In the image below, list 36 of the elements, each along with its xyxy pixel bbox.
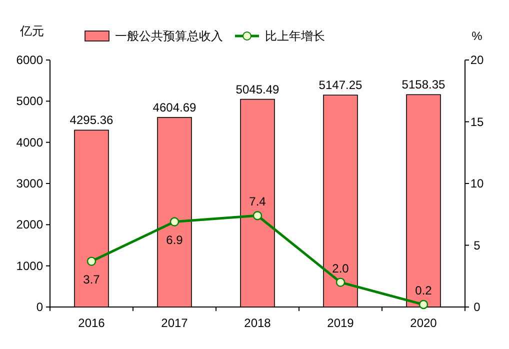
data-label: 5158.35 <box>402 78 446 92</box>
y-tick-label: 3000 <box>16 176 44 190</box>
legend-label: 比上年增长 <box>265 29 325 43</box>
y-tick-label: 0 <box>36 300 44 314</box>
point <box>418 300 428 310</box>
point <box>336 278 346 287</box>
y2-axis-title: % <box>472 29 483 43</box>
y-tick-label: 6000 <box>16 53 44 67</box>
data-label: 3.7 <box>83 272 100 286</box>
y2-tick-label: 10 <box>470 176 484 190</box>
y-tick-label: 4000 <box>16 135 44 150</box>
y2-tick-label: 20 <box>470 53 484 67</box>
data-label: 5147.25 <box>318 78 363 92</box>
x-tick-label: 2017 <box>161 316 188 330</box>
y-tick-label: 5000 <box>16 94 44 108</box>
data-label: 4604.69 <box>152 100 197 114</box>
data-label: 5045.49 <box>236 82 280 96</box>
y2-tick-label: 5 <box>474 238 481 252</box>
x-tick-label: 2016 <box>78 316 106 330</box>
data-label: 6.9 <box>166 232 184 247</box>
data-label: 0.2 <box>415 284 432 298</box>
y-tick-label: 1000 <box>16 258 44 273</box>
data-label: 2.0 <box>332 261 350 276</box>
point <box>170 217 180 226</box>
data-label: 4295.36 <box>70 113 114 128</box>
x-tick-label: 2020 <box>410 316 438 330</box>
x-tick-label: 2018 <box>244 316 272 330</box>
data-label: 7.4 <box>249 194 266 209</box>
point <box>86 256 96 266</box>
legend-label: 一般公共预算总收入 <box>115 29 223 43</box>
point <box>252 211 262 220</box>
y-tick-label: 2000 <box>16 218 44 232</box>
y-axis-title: 亿元 <box>19 24 44 38</box>
x-tick-label: 2019 <box>327 316 354 330</box>
y2-tick-label: 0 <box>474 300 481 314</box>
y2-tick-label: 15 <box>470 114 484 129</box>
